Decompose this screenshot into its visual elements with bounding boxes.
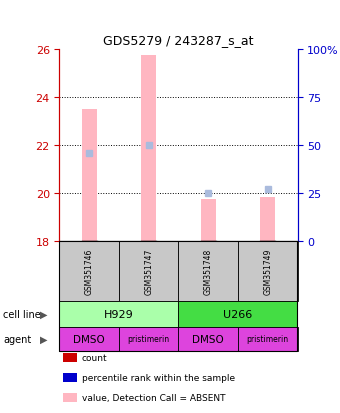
Text: DMSO: DMSO <box>73 334 105 344</box>
Title: GDS5279 / 243287_s_at: GDS5279 / 243287_s_at <box>103 34 254 47</box>
Text: GSM351746: GSM351746 <box>85 248 94 295</box>
Text: percentile rank within the sample: percentile rank within the sample <box>82 373 235 382</box>
Text: agent: agent <box>3 334 32 344</box>
Text: GSM351747: GSM351747 <box>144 248 153 295</box>
Text: GSM351749: GSM351749 <box>263 248 272 295</box>
Text: pristimerin: pristimerin <box>128 335 170 344</box>
Text: ▶: ▶ <box>40 334 48 344</box>
Text: ▶: ▶ <box>40 309 48 319</box>
Bar <box>260 197 275 242</box>
Text: GSM351748: GSM351748 <box>204 249 213 294</box>
Text: value, Detection Call = ABSENT: value, Detection Call = ABSENT <box>82 393 225 402</box>
Text: H929: H929 <box>104 309 134 319</box>
Text: pristimerin: pristimerin <box>247 335 289 344</box>
Text: count: count <box>82 353 107 362</box>
Text: U266: U266 <box>223 309 253 319</box>
Bar <box>141 56 156 242</box>
Bar <box>82 109 97 242</box>
Bar <box>201 199 216 242</box>
Text: DMSO: DMSO <box>192 334 224 344</box>
Text: cell line: cell line <box>3 309 41 319</box>
